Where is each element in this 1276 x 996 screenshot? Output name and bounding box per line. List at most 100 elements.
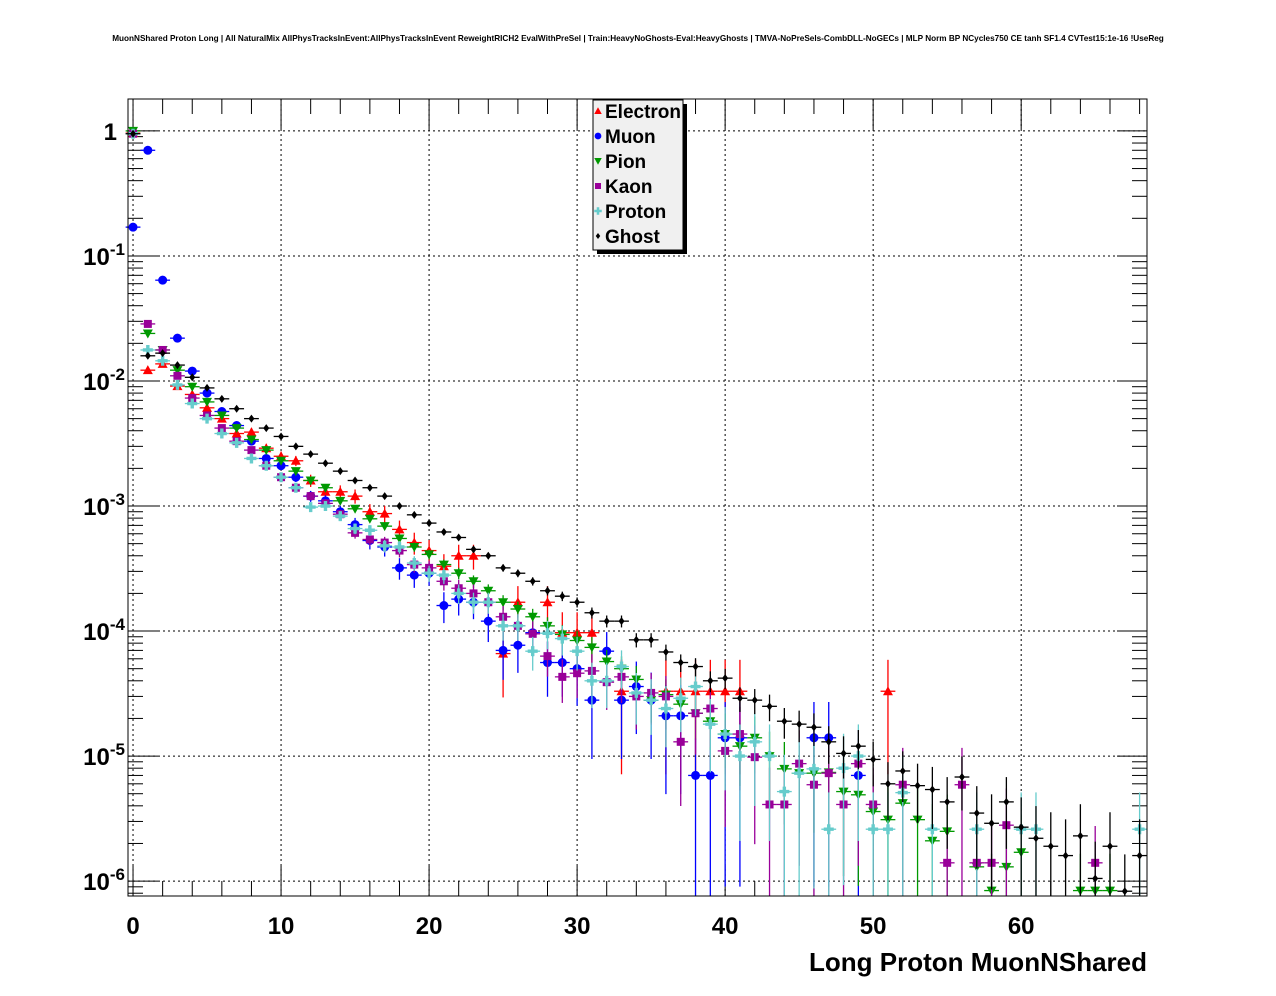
- data-point-muon: [202, 388, 212, 398]
- data-point-ghost: [263, 424, 270, 433]
- data-point-muon: [409, 570, 419, 580]
- data-point-ghost: [884, 779, 891, 788]
- x-axis-title: Long Proton MuonNShared: [809, 947, 1147, 977]
- data-point-ghost: [1047, 842, 1054, 851]
- data-point-proton: [675, 693, 686, 704]
- data-point-ghost: [574, 598, 581, 607]
- data-point-kaon: [173, 371, 182, 380]
- data-point-ghost: [899, 766, 906, 775]
- data-point-electron: [290, 455, 301, 465]
- data-point-proton: [557, 633, 568, 644]
- data-point-muon: [513, 640, 523, 650]
- data-point-pion: [438, 560, 449, 570]
- data-point-electron: [350, 491, 361, 501]
- x-tick-label: 10: [268, 913, 295, 940]
- series-electron: [125, 128, 896, 775]
- data-point-ghost: [1032, 834, 1039, 843]
- data-point-ghost: [766, 702, 773, 711]
- data-point-kaon: [217, 424, 226, 433]
- data-point-proton: [646, 695, 657, 706]
- y-tick-exponent: -1: [110, 240, 125, 259]
- data-point-muon: [128, 222, 138, 232]
- data-point-pion: [246, 435, 257, 445]
- data-point-proton: [927, 824, 938, 835]
- y-tick-label: 1: [104, 119, 117, 146]
- data-point-ghost: [218, 394, 225, 403]
- data-point-ghost: [352, 476, 359, 485]
- data-point-muon: [483, 616, 493, 626]
- data-point-proton: [231, 437, 242, 448]
- y-tick-exponent: -3: [110, 490, 125, 509]
- y-tick-exponent: -6: [110, 865, 125, 884]
- data-point-ghost: [426, 519, 433, 528]
- y-tick-label: 10-4: [83, 615, 125, 646]
- data-point-proton: [823, 824, 834, 835]
- data-point-kaon: [528, 629, 537, 638]
- data-point-electron: [364, 506, 375, 516]
- data-point-electron: [720, 686, 731, 696]
- y-tick-base: 10: [83, 869, 110, 896]
- data-point-electron: [586, 627, 597, 637]
- data-point-ghost: [174, 361, 181, 370]
- data-point-proton: [305, 502, 316, 513]
- data-point-ghost: [855, 742, 862, 751]
- data-point-proton: [808, 763, 819, 774]
- data-point-ghost: [1136, 851, 1143, 860]
- x-tick-label: 0: [126, 913, 139, 940]
- data-point-pion: [424, 550, 435, 560]
- legend-marker-ghost: [595, 233, 601, 239]
- data-point-proton: [512, 620, 523, 631]
- data-point-proton: [157, 355, 168, 366]
- data-point-proton: [779, 786, 790, 797]
- legend-label: Muon: [605, 127, 656, 148]
- data-point-proton: [261, 460, 272, 471]
- y-tick-label: 10-6: [83, 865, 125, 896]
- data-point-ghost: [144, 351, 151, 360]
- data-point-kaon: [143, 319, 152, 328]
- legend-label: Proton: [605, 202, 666, 223]
- data-point-proton: [690, 681, 701, 692]
- data-point-proton: [187, 398, 198, 409]
- legend-label: Kaon: [605, 177, 653, 198]
- data-point-muon: [291, 472, 301, 482]
- data-point-ghost: [1106, 842, 1113, 851]
- data-point-proton: [438, 570, 449, 581]
- data-point-proton: [882, 824, 893, 835]
- data-point-electron: [468, 550, 479, 560]
- data-point-electron: [453, 550, 464, 560]
- legend-marker-pion: [594, 158, 602, 165]
- data-point-proton: [527, 646, 538, 657]
- data-point-pion: [142, 329, 153, 339]
- chart-title: MuonNShared Proton Long | All NaturalMix…: [112, 34, 1164, 43]
- data-point-ghost: [322, 459, 329, 468]
- data-point-proton: [631, 687, 642, 698]
- data-point-pion: [187, 382, 198, 392]
- data-point-pion: [586, 643, 597, 653]
- data-point-proton: [394, 542, 405, 553]
- data-point-proton: [601, 675, 612, 686]
- data-point-ghost: [973, 809, 980, 818]
- data-point-ghost: [500, 563, 507, 572]
- data-point-ghost: [233, 404, 240, 413]
- data-point-ghost: [929, 785, 936, 794]
- legend-label: Electron: [605, 102, 681, 123]
- data-point-pion: [364, 514, 375, 524]
- data-point-ghost: [337, 467, 344, 476]
- data-point-ghost: [544, 586, 551, 595]
- data-point-kaon: [943, 858, 952, 867]
- data-point-muon: [158, 275, 168, 285]
- data-point-ghost: [810, 723, 817, 732]
- data-point-ghost: [722, 674, 729, 683]
- x-tick-label: 30: [564, 913, 591, 940]
- data-point-ghost: [366, 483, 373, 492]
- data-point-proton: [320, 501, 331, 512]
- data-point-proton: [868, 824, 879, 835]
- data-point-proton: [290, 482, 301, 493]
- data-point-ghost: [1092, 874, 1099, 883]
- data-point-muon: [691, 770, 701, 780]
- data-point-proton: [202, 413, 213, 424]
- data-point-electron: [142, 365, 153, 375]
- data-point-proton: [764, 751, 775, 762]
- data-point-proton: [794, 768, 805, 779]
